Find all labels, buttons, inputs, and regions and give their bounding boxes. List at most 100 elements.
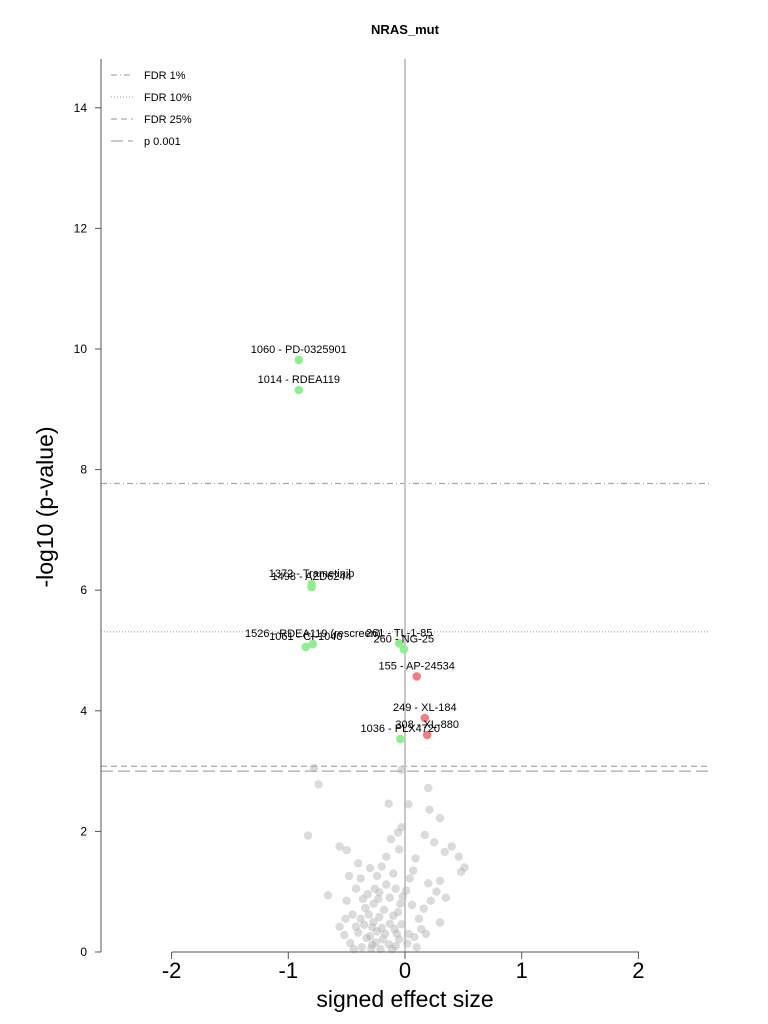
y-tick-label: 0 <box>80 945 87 959</box>
point-label: 261 - TL-1-85 <box>366 627 432 639</box>
y-tick-label: 4 <box>80 704 87 718</box>
background-point <box>435 813 445 823</box>
highlighted-point <box>422 730 432 740</box>
background-point <box>367 944 376 953</box>
background-point <box>377 862 386 871</box>
background-point <box>379 905 389 914</box>
background-point <box>351 884 361 893</box>
background-point <box>348 910 357 919</box>
chart-title: NRAS_mut <box>371 22 440 37</box>
background-point <box>388 944 397 954</box>
background-point <box>398 892 407 901</box>
background-point <box>404 929 413 939</box>
background-point <box>309 763 319 773</box>
background-point <box>417 924 426 934</box>
background-point <box>407 900 417 910</box>
background-point <box>392 929 401 939</box>
background-point <box>385 919 394 928</box>
background-point <box>414 914 424 923</box>
point-label: 249 - XL-184 <box>393 702 457 714</box>
background-point <box>314 780 323 789</box>
highlighted-point <box>294 355 304 365</box>
y-axis-label: -log10 (p-value) <box>32 426 58 587</box>
background-point <box>454 852 463 861</box>
background-point <box>361 903 370 913</box>
background-point <box>356 914 365 923</box>
background-point <box>354 859 363 868</box>
background-point <box>412 943 421 952</box>
highlighted-points <box>294 355 432 744</box>
background-points <box>303 763 469 954</box>
background-point <box>397 823 406 832</box>
highlighted-point <box>294 385 304 395</box>
background-point <box>360 920 369 930</box>
background-point <box>376 944 385 954</box>
background-point <box>435 876 445 885</box>
background-point <box>382 852 391 861</box>
background-point <box>421 929 431 939</box>
axes <box>100 59 639 953</box>
background-point <box>371 938 380 947</box>
background-point <box>420 830 429 840</box>
highlighted-point <box>301 642 311 652</box>
background-point <box>354 928 363 937</box>
y-tick-label: 2 <box>80 824 87 838</box>
background-point <box>369 917 378 927</box>
background-point <box>368 923 377 932</box>
y-tick-label: 6 <box>80 583 87 597</box>
background-point <box>403 939 412 948</box>
background-point <box>377 923 386 933</box>
background-point <box>358 894 368 904</box>
background-point <box>351 922 361 931</box>
point-label: 308 - XL-880 <box>395 719 459 731</box>
background-point <box>381 929 390 939</box>
background-point <box>395 845 404 854</box>
background-point <box>426 896 435 905</box>
background-point <box>364 910 373 919</box>
highlighted-point <box>412 672 422 681</box>
point-labels: 1060 - PD-0325901 1014 - RDEA119 1372 - Tr… <box>245 344 459 735</box>
x-tick-label: -2 <box>162 958 182 983</box>
background-point <box>430 838 439 847</box>
background-point <box>357 943 366 952</box>
background-point <box>393 828 403 837</box>
background-point <box>395 935 404 944</box>
highlighted-point <box>399 645 409 654</box>
background-point <box>397 765 406 775</box>
x-tick-label: 1 <box>516 958 528 983</box>
highlighted-point <box>396 734 405 744</box>
point-label: 1372 - Trametinib <box>269 568 355 580</box>
background-point <box>424 783 433 793</box>
y-ticks: 0 2 4 6 8 10 12 14 <box>74 101 101 959</box>
background-point <box>335 922 344 931</box>
background-point <box>411 854 420 863</box>
background-point <box>344 871 354 881</box>
background-point <box>389 869 398 878</box>
point-label: 1060 - PD-0325901 <box>251 344 347 356</box>
background-point <box>349 944 358 954</box>
background-point <box>419 904 428 913</box>
point-label: 1498 - AZD6244 <box>272 571 352 583</box>
legend-label: FDR 25% <box>144 114 192 126</box>
background-point <box>397 920 406 929</box>
x-ticks: -2 -1 0 1 2 <box>162 952 645 983</box>
background-point <box>363 889 372 899</box>
background-point <box>441 893 450 902</box>
point-label: 1526 - RDEA119 (rescreen) <box>245 628 381 640</box>
background-point <box>362 933 371 943</box>
background-point <box>384 940 393 949</box>
point-label: 1014 - RDEA119 <box>258 374 340 386</box>
highlighted-point <box>307 582 316 592</box>
background-point <box>368 940 377 949</box>
x-tick-label: 0 <box>399 958 411 983</box>
background-point <box>356 874 365 883</box>
background-point <box>372 927 382 936</box>
background-point <box>370 884 379 893</box>
highlighted-point <box>420 713 430 723</box>
background-point <box>410 932 419 942</box>
background-point <box>425 805 434 814</box>
legend-label: FDR 1% <box>144 70 186 82</box>
background-point <box>402 886 411 895</box>
background-point <box>323 891 333 900</box>
legend-label: p 0.001 <box>144 136 181 148</box>
